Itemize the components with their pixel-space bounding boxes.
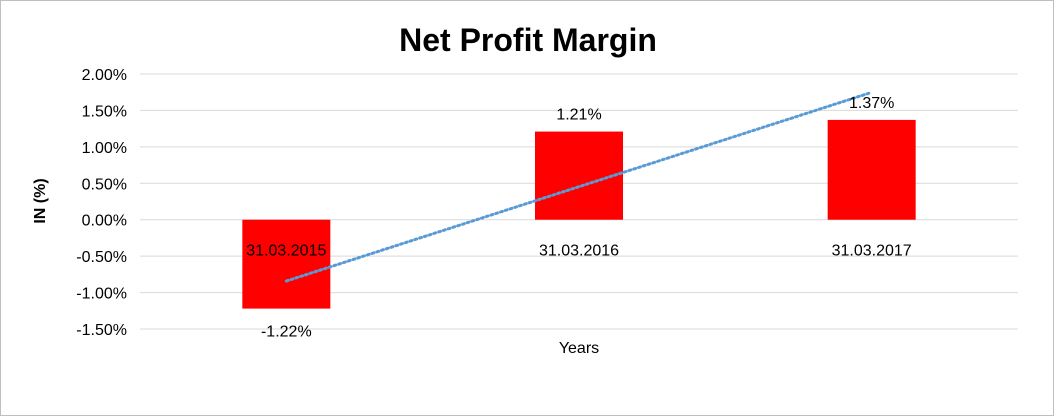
data-label: 1.37% — [849, 95, 894, 112]
y-tick-label: 2.00% — [82, 67, 127, 84]
y-tick-label: 0.00% — [82, 213, 127, 230]
chart-title: Net Profit Margin — [399, 22, 657, 58]
x-tick-label: 31.03.2017 — [832, 243, 912, 260]
x-axis-label: Years — [559, 340, 599, 357]
bar-31.03.2017 — [827, 119, 916, 220]
y-tick-label: 1.50% — [82, 103, 127, 120]
trendline-group — [284, 90, 874, 283]
x-tick-label: 31.03.2015 — [246, 243, 326, 260]
bar-31.03.2015 — [242, 219, 331, 309]
trendline — [284, 90, 874, 283]
y-tick-label: 1.00% — [82, 140, 127, 157]
bar-31.03.2016 — [535, 131, 623, 220]
y-tick-label: -0.50% — [76, 249, 127, 266]
x-axis-ticks: 31.03.2015 31.03.2016 31.03.2017 — [246, 243, 912, 260]
y-tick-label: 0.50% — [82, 176, 127, 193]
x-tick-label: 31.03.2016 — [539, 243, 619, 260]
data-labels: -1.22% 1.21% 1.37% — [261, 95, 894, 341]
data-label: -1.22% — [261, 324, 312, 341]
y-axis-label: IN (%) — [32, 178, 49, 223]
y-tick-label: -1.00% — [76, 286, 127, 303]
y-tick-label: -1.50% — [76, 322, 127, 339]
data-label: 1.21% — [556, 107, 601, 124]
y-axis-ticks: 2.00% 1.50% 1.00% 0.50% 0.00% -0.50% -1.00% -1.… — [76, 67, 127, 339]
bars — [242, 119, 916, 309]
